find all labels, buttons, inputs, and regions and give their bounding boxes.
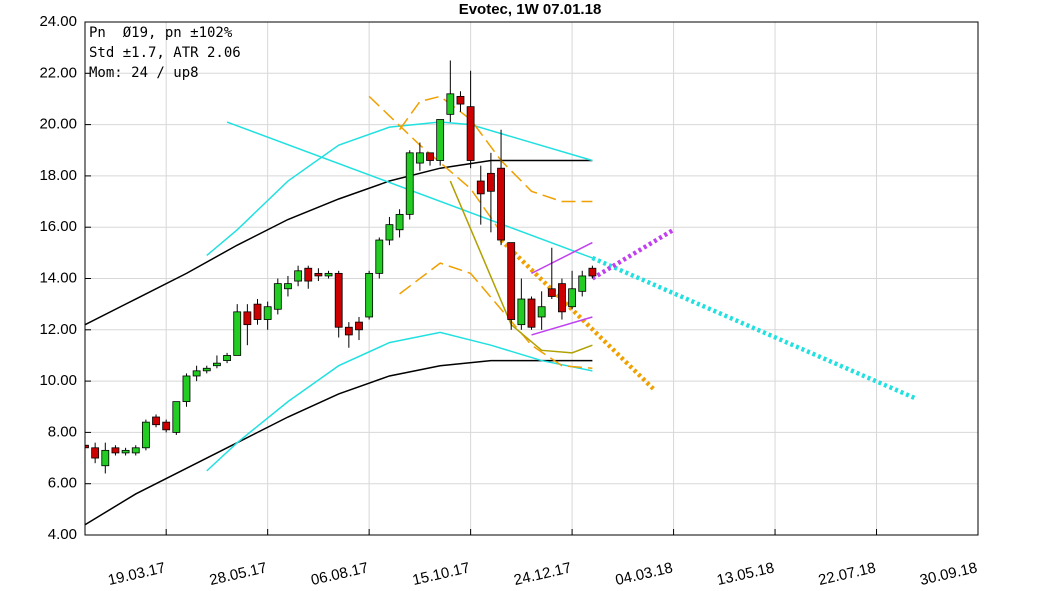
candle-body — [111, 447, 120, 454]
candle-body — [385, 224, 394, 241]
y-tick-label: 18.00 — [39, 167, 77, 184]
x-tick-label: 30.09.18 — [918, 559, 979, 589]
candle-body — [446, 93, 455, 115]
candle-body — [527, 298, 536, 328]
plot-content — [85, 60, 919, 526]
candle-body — [578, 275, 587, 292]
indicator-line — [85, 359, 593, 526]
x-tick-label: 19.03.17 — [106, 559, 167, 589]
indicator-line — [591, 227, 675, 281]
annotation: Std ±1.7, ATR 2.06 — [89, 45, 241, 61]
y-tick-label: 4.00 — [48, 526, 77, 543]
candle-body — [162, 421, 171, 431]
candle-body — [233, 311, 242, 356]
candle-body — [243, 311, 252, 326]
candle-body — [202, 367, 211, 372]
x-tick-label: 13.05.18 — [715, 559, 776, 589]
candle-body — [131, 447, 140, 454]
y-tick-label: 24.00 — [39, 13, 77, 30]
indicator-line — [531, 316, 593, 336]
x-tick-label: 22.07.18 — [817, 559, 878, 589]
candle-body — [355, 321, 363, 331]
candle-body — [537, 306, 546, 318]
candle-body — [253, 303, 262, 320]
plot-border — [84, 21, 979, 536]
candle-body — [456, 95, 465, 105]
y-tick-label: 22.00 — [39, 64, 77, 81]
y-tick-label: 6.00 — [48, 475, 77, 492]
candle-body — [182, 375, 191, 403]
y-tick-label: 12.00 — [39, 321, 77, 338]
x-tick-label: 06.08.17 — [309, 559, 370, 589]
candle-body — [497, 167, 505, 241]
indicator-line — [399, 262, 593, 370]
x-tick-label: 28.05.17 — [208, 559, 269, 589]
candle-body — [223, 355, 231, 361]
candle-body — [85, 444, 89, 449]
candle-body — [547, 288, 556, 297]
y-tick-label: 8.00 — [48, 423, 77, 440]
candle-body — [487, 172, 495, 192]
y-tick-label: 14.00 — [39, 269, 77, 286]
chart-title: Evotec, 1W 07.01.18 — [459, 1, 602, 18]
candle-body — [294, 270, 303, 282]
indicator-line — [206, 331, 593, 472]
candle-body — [141, 421, 150, 449]
y-tick-label: 16.00 — [39, 218, 77, 235]
y-tick-label: 10.00 — [39, 372, 77, 389]
y-tick-label: 20.00 — [39, 116, 77, 133]
x-tick-label: 15.10.17 — [411, 559, 472, 589]
x-tick-label: 04.03.18 — [614, 559, 675, 589]
candle-body — [172, 401, 181, 433]
candle-body — [101, 449, 110, 467]
candle-body — [324, 272, 333, 277]
indicator-line — [368, 95, 502, 233]
candle-body — [273, 283, 282, 310]
candle-body — [476, 180, 485, 195]
candle-body — [344, 326, 353, 336]
indicator-line — [531, 241, 593, 275]
candle-body — [426, 152, 434, 161]
candle-body — [395, 213, 404, 231]
candle-body — [314, 272, 323, 277]
annotation: Pn Ø19, pn ±102% — [89, 25, 233, 41]
candle-body — [517, 298, 526, 326]
candle-body — [436, 119, 445, 161]
candle-body — [568, 288, 576, 308]
candle-body — [192, 370, 201, 377]
candle-body — [415, 152, 424, 164]
indicator-line — [85, 159, 593, 326]
candle-body — [284, 283, 292, 290]
candle-body — [213, 362, 221, 367]
x-tick-label: 24.12.17 — [512, 559, 573, 589]
candle-body — [466, 106, 475, 161]
indicator-line — [591, 255, 919, 402]
candle-body — [304, 267, 313, 282]
candle-body — [558, 283, 566, 313]
candle-body — [588, 267, 597, 277]
candle-body — [507, 242, 516, 320]
annotation: Mom: 24 / up8 — [89, 65, 199, 81]
candle-body — [152, 416, 160, 426]
candle-body — [375, 239, 384, 274]
indicator-line — [449, 180, 593, 354]
candle-body — [121, 449, 130, 454]
candle-body — [334, 272, 343, 328]
candle-body — [365, 272, 374, 318]
indicator-line — [206, 121, 593, 256]
candle-body — [405, 152, 414, 215]
candle-body — [91, 447, 100, 459]
candle-body — [263, 306, 272, 320]
